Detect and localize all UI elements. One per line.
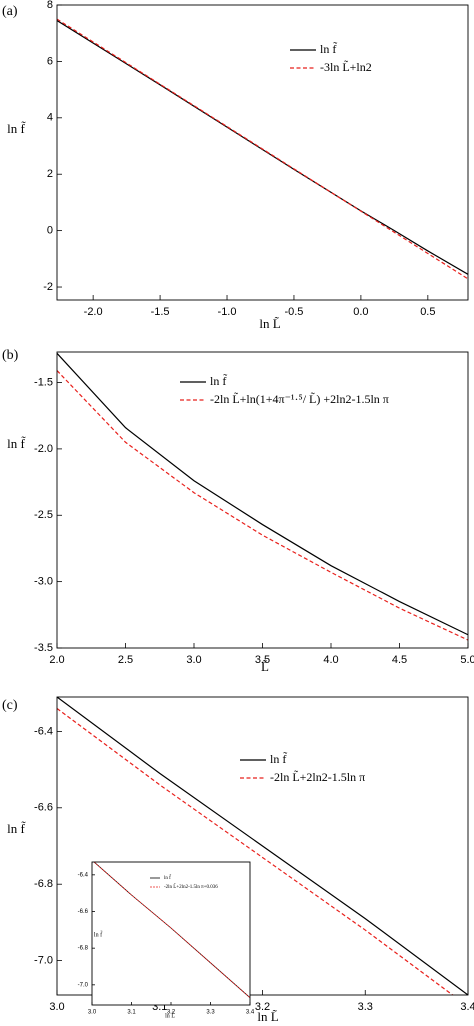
plot-frame xyxy=(56,696,469,996)
x-tick-label: 3.1 xyxy=(127,1010,136,1016)
legend-label: ln f̃ xyxy=(164,875,171,881)
plot-frame xyxy=(91,861,251,1006)
plot-frame xyxy=(56,4,469,301)
y-tick-label: -2.5 xyxy=(34,509,53,521)
plot-frame xyxy=(56,351,469,649)
series-line xyxy=(93,862,250,998)
x-tick-label: 0.5 xyxy=(420,306,435,318)
x-tick-label: 3.2 xyxy=(255,1001,270,1013)
legend-label: -2ln L̃+2ln2-1.5ln π+0.036 xyxy=(164,884,218,890)
y-axis-label: ln f̃ xyxy=(94,930,103,938)
y-tick-label: -6.8 xyxy=(78,946,89,952)
x-tick-label: 3.2 xyxy=(167,1010,176,1016)
x-tick-label: 3.0 xyxy=(88,1010,97,1016)
x-tick-label: 3.3 xyxy=(358,1001,373,1013)
x-tick-label: 4.5 xyxy=(392,654,407,666)
series-line xyxy=(57,370,468,641)
y-tick-label: -1.5 xyxy=(34,376,53,388)
x-tick-label: 4.0 xyxy=(323,654,338,666)
y-axis-label: ln f̃ xyxy=(7,436,26,451)
x-axis-label: ln L̃ xyxy=(259,316,280,331)
y-tick-label: -3.0 xyxy=(34,576,53,588)
y-axis-label: ln f̃ xyxy=(7,121,26,136)
legend-label: ln f̃ xyxy=(320,41,337,56)
x-tick-label: 2.5 xyxy=(118,654,133,666)
y-tick-label: 8 xyxy=(47,0,53,11)
y-tick-label: -3.5 xyxy=(34,642,53,654)
series-line xyxy=(57,18,468,280)
series-line xyxy=(57,707,454,995)
x-tick-label: 3.4 xyxy=(460,1001,474,1013)
y-tick-label: -6.4 xyxy=(78,872,89,878)
x-axis-label: L̃ xyxy=(261,659,269,674)
x-tick-label: -1.5 xyxy=(151,306,170,318)
x-tick-label: 5.0 xyxy=(460,654,474,666)
legend-label: -2ln L̃+2ln2-1.5ln π xyxy=(270,769,365,783)
panel-label: (c) xyxy=(2,698,18,713)
y-tick-label: -7.0 xyxy=(78,982,89,988)
series-line xyxy=(57,697,468,995)
y-tick-label: 0 xyxy=(47,225,53,237)
panel-label: (b) xyxy=(2,348,19,363)
y-tick-label: -6.6 xyxy=(34,802,53,814)
legend-label: -2ln L̃+ln(1+4π⁻¹·⁵/ L̃) +2ln2-1.5ln π xyxy=(210,391,389,405)
y-axis-label: ln f̃ xyxy=(7,821,26,836)
x-axis-label: ln L̃ xyxy=(165,1011,175,1019)
y-tick-label: 2 xyxy=(47,168,53,180)
legend-label: -3ln L̃+ln2 xyxy=(320,59,372,73)
y-tick-label: -7.0 xyxy=(34,955,53,967)
panel: 3.0 3.1 3.2 3.3 3.4 -7.0 -6.8 -6.6 -6.4 ln f̃ -2ln… xyxy=(78,861,255,1019)
x-tick-label: 3.0 xyxy=(49,1001,64,1013)
x-tick-label: 2.0 xyxy=(49,654,64,666)
x-tick-label: 3.5 xyxy=(255,654,270,666)
legend-label: ln f̃ xyxy=(270,751,287,766)
x-tick-label: 3.0 xyxy=(186,654,201,666)
x-tick-label: -2.0 xyxy=(84,306,103,318)
y-tick-label: -2.0 xyxy=(34,443,53,455)
x-tick-label: -1.0 xyxy=(218,306,237,318)
panel: 2.0 2.5 3.0 3.5 4.0 4.5 5.0 -3.5 -3.0 -2.5 -2.0 -1.… xyxy=(2,348,474,674)
x-tick-label: 0.0 xyxy=(353,306,368,318)
panel-label: (a) xyxy=(2,4,18,19)
x-axis-label: ln L̃ xyxy=(257,1009,278,1024)
x-tick-label: -0.5 xyxy=(284,306,303,318)
y-tick-label: 6 xyxy=(47,55,53,67)
legend-label: ln f̃ xyxy=(210,373,227,388)
y-tick-label: -6.8 xyxy=(34,878,53,890)
series-line xyxy=(57,352,468,636)
y-tick-label: 4 xyxy=(47,112,53,124)
panel: 3.0 3.1 3.2 3.3 3.4 -7.0 -6.8 -6.6 -6.4 ln f̃ -2ln… xyxy=(2,696,474,1024)
y-tick-label: -2 xyxy=(43,281,53,293)
y-tick-label: -6.6 xyxy=(78,909,89,915)
x-tick-label: 3.4 xyxy=(246,1010,255,1016)
panel: -2.0 -1.5 -1.0 -0.5 0.0 0.5 -2 0 2 4 6 8 ln f̃ -3ln L… xyxy=(2,0,469,331)
inset-background xyxy=(92,862,250,1005)
x-tick-label: 3.3 xyxy=(206,1010,215,1016)
y-tick-label: -6.4 xyxy=(34,725,53,737)
